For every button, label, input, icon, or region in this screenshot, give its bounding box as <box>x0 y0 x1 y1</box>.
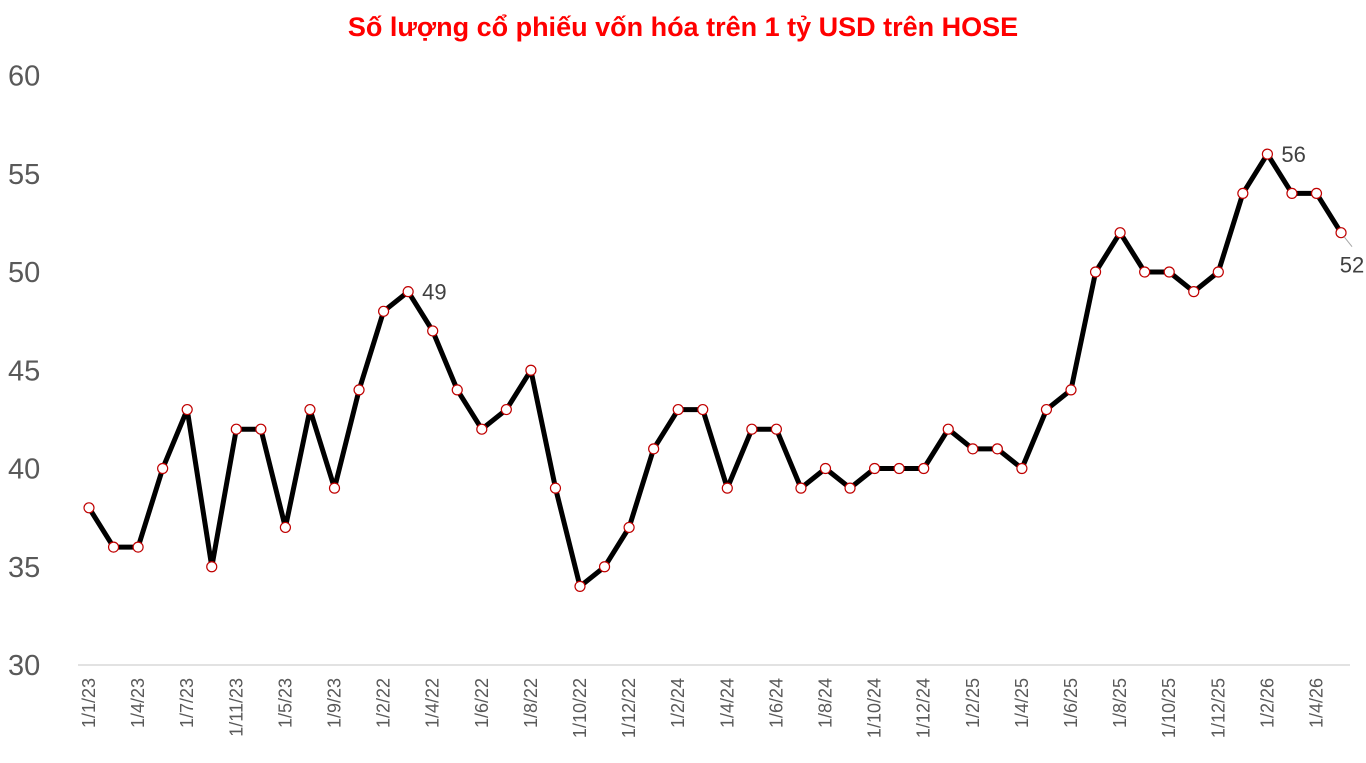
x-tick-label: 1/2/24 <box>668 678 688 728</box>
data-point <box>476 423 488 435</box>
data-point <box>1065 384 1077 396</box>
data-label-leader <box>1343 236 1353 248</box>
x-tick-label: 1/7/23 <box>177 678 197 728</box>
data-point <box>83 502 95 514</box>
data-point <box>279 521 291 534</box>
y-tick-label: 45 <box>8 355 40 387</box>
data-point <box>819 462 832 475</box>
data-point <box>353 384 365 396</box>
data-point <box>1163 266 1175 278</box>
data-point <box>525 364 537 376</box>
data-point <box>574 580 586 593</box>
data-point <box>500 403 512 416</box>
data-point <box>672 403 684 416</box>
data-point <box>893 462 905 475</box>
x-tick-label: 1/4/26 <box>1307 678 1327 728</box>
y-tick-label: 40 <box>8 454 40 486</box>
data-point <box>918 462 930 475</box>
y-tick-label: 30 <box>8 650 40 682</box>
data-point <box>1114 227 1126 239</box>
data-label: 49 <box>422 280 446 305</box>
data-point <box>697 403 709 416</box>
data-point <box>206 561 218 573</box>
data-point <box>844 482 856 494</box>
data-point <box>107 541 120 553</box>
x-tick-label: 1/12/22 <box>619 678 639 738</box>
data-point <box>402 286 414 298</box>
data-point <box>427 325 439 337</box>
data-point <box>304 403 316 416</box>
x-tick-label: 1/2/22 <box>374 678 394 728</box>
data-point <box>328 482 341 494</box>
data-point <box>451 384 463 396</box>
data-point <box>132 541 144 553</box>
data-point <box>623 521 635 534</box>
data-point <box>1016 462 1028 475</box>
y-tick-label: 55 <box>8 159 40 191</box>
data-point <box>648 443 660 455</box>
y-tick-label: 35 <box>8 552 40 584</box>
x-tick-label: 1/4/24 <box>717 678 737 728</box>
x-tick-label: 1/1/23 <box>79 678 99 728</box>
data-point <box>942 423 954 435</box>
data-point <box>1286 187 1298 199</box>
data-point <box>1040 403 1053 416</box>
data-point <box>991 443 1003 455</box>
data-point <box>157 462 169 475</box>
data-point <box>1188 286 1200 298</box>
x-tick-label: 1/8/22 <box>521 678 541 728</box>
x-tick-label: 1/8/25 <box>1110 678 1130 728</box>
x-tick-label: 1/2/26 <box>1257 678 1277 728</box>
y-tick-label: 50 <box>8 257 40 289</box>
data-point <box>181 403 193 416</box>
x-tick-label: 1/10/24 <box>865 678 885 738</box>
data-point <box>230 423 242 435</box>
data-point <box>1310 187 1323 199</box>
x-tick-label: 1/5/23 <box>275 678 295 728</box>
x-tick-label: 1/10/25 <box>1159 678 1179 738</box>
data-point <box>746 423 758 435</box>
x-tick-label: 1/2/25 <box>963 678 983 728</box>
x-tick-label: 1/6/22 <box>472 678 492 728</box>
chart-title: Số lượng cổ phiếu vốn hóa trên 1 tỷ USD … <box>347 12 1019 42</box>
x-tick-label: 1/4/22 <box>423 678 443 728</box>
x-tick-label: 1/4/25 <box>1012 678 1032 728</box>
data-point <box>1212 266 1224 278</box>
data-point <box>1089 266 1102 278</box>
x-tick-label: 1/12/24 <box>914 678 934 738</box>
data-point <box>721 482 733 494</box>
data-point <box>795 482 807 494</box>
x-tick-label: 1/9/23 <box>325 678 345 728</box>
data-point <box>1261 148 1274 160</box>
series-line <box>86 151 1344 589</box>
x-tick-label: 1/4/23 <box>128 678 148 728</box>
data-point <box>1139 266 1151 278</box>
data-point <box>378 305 390 317</box>
x-tick-label: 1/10/22 <box>570 678 590 738</box>
data-label: 56 <box>1281 142 1305 167</box>
data-point <box>255 423 267 435</box>
data-label: 52 <box>1340 253 1364 278</box>
data-point <box>549 482 562 494</box>
y-tick-label: 60 <box>8 61 40 93</box>
data-point <box>1237 187 1249 199</box>
x-tick-label: 1/11/23 <box>226 678 246 737</box>
data-point <box>1335 227 1347 239</box>
x-tick-label: 1/8/24 <box>816 678 836 728</box>
x-tick-label: 1/6/24 <box>766 678 786 728</box>
data-point <box>598 561 611 573</box>
x-tick-label: 1/6/25 <box>1061 678 1081 728</box>
data-point <box>770 423 783 435</box>
data-point <box>868 462 881 475</box>
data-point <box>967 443 979 455</box>
x-tick-label: 1/12/25 <box>1208 678 1228 738</box>
